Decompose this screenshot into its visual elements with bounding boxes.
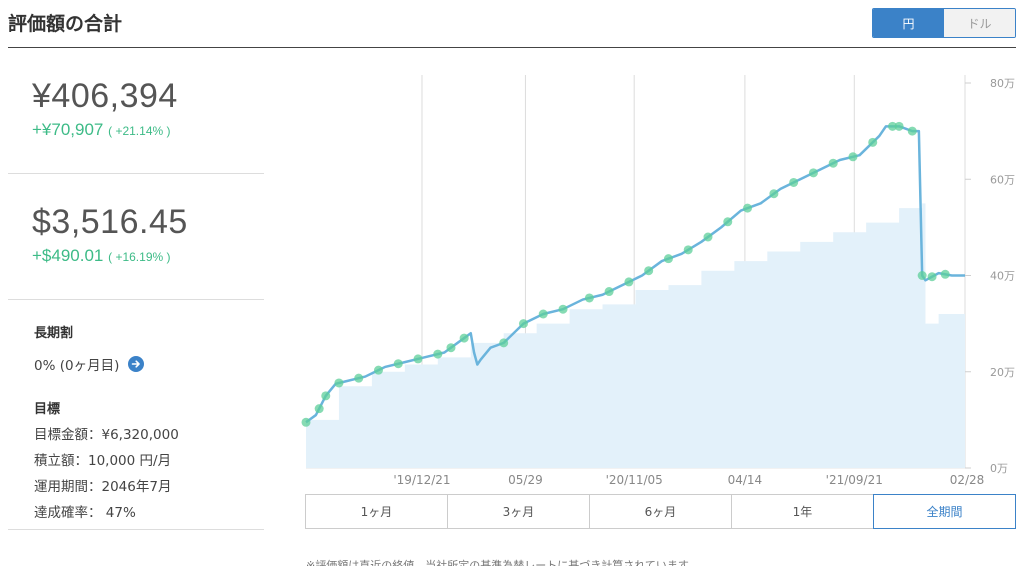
usd-change: +$490.01 ( +16.19% ) xyxy=(32,246,264,266)
currency-usd-button[interactable]: ドル xyxy=(944,9,1015,37)
long-term-value: 0% (0ヶ月目) xyxy=(34,358,120,374)
arrow-right-icon[interactable] xyxy=(128,356,145,372)
x-tick-label: 02/28 xyxy=(950,473,985,487)
data-marker xyxy=(769,189,779,199)
data-marker xyxy=(373,365,383,375)
data-marker xyxy=(808,168,818,178)
data-marker xyxy=(604,287,614,297)
data-marker xyxy=(558,304,568,314)
y-tick-label: 0万 xyxy=(990,462,1008,475)
chart-axes: 0万 20万 40万 60万 80万 '19/12/21 05/29 '20/11/05 04/… xyxy=(393,77,1015,487)
data-marker xyxy=(301,417,311,427)
y-tick-label: 40万 xyxy=(990,270,1015,283)
range-tab-6m[interactable]: 6ヶ月 xyxy=(590,495,732,528)
goal-probability: 達成確率： 47% xyxy=(34,505,136,521)
data-marker xyxy=(584,293,594,303)
data-marker xyxy=(314,404,324,414)
plan-details: 長期割 0% (0ヶ月目) 目標 目標金額：¥6,320,000 積立額：10,… xyxy=(8,300,264,530)
long-term-label: 長期割 xyxy=(34,326,74,341)
data-marker xyxy=(888,121,898,131)
data-marker xyxy=(459,333,469,343)
data-marker xyxy=(723,217,733,227)
currency-yen-button[interactable]: 円 xyxy=(873,9,944,37)
data-marker xyxy=(334,378,344,388)
goal-period: 運用期間：2046年7月 xyxy=(34,479,172,495)
data-marker xyxy=(828,158,838,168)
range-tab-1y[interactable]: 1年 xyxy=(732,495,874,528)
contribution-area xyxy=(306,203,965,468)
data-marker xyxy=(321,391,331,401)
currency-toggle[interactable]: 円 ドル xyxy=(872,8,1016,38)
y-tick-label: 20万 xyxy=(990,366,1015,379)
data-marker xyxy=(848,152,858,162)
data-marker xyxy=(917,271,927,280)
usd-value: $3,516.45 xyxy=(32,203,188,241)
data-marker xyxy=(940,269,950,279)
yen-change-amount: +¥70,907 xyxy=(32,120,104,139)
data-marker xyxy=(743,203,753,213)
yen-change: +¥70,907 ( +21.14% ) xyxy=(32,120,264,140)
data-marker xyxy=(446,343,456,353)
x-tick-label: '20/11/05 xyxy=(606,473,663,487)
x-tick-label: 05/29 xyxy=(508,473,543,487)
goal-label: 目標 xyxy=(34,402,61,417)
range-tab-3m[interactable]: 3ヶ月 xyxy=(448,495,590,528)
y-tick-label: 80万 xyxy=(990,77,1015,90)
data-marker xyxy=(393,359,403,369)
data-marker xyxy=(413,354,423,364)
data-marker xyxy=(538,309,548,319)
range-tabs[interactable]: 1ヶ月 3ヶ月 6ヶ月 1年 全期間 xyxy=(305,494,1016,529)
goal-monthly: 積立額：10,000 円/月 xyxy=(34,453,172,469)
yen-change-pct: ( +21.14% ) xyxy=(108,124,171,138)
data-marker xyxy=(907,126,917,136)
page-title: 評価額の合計 xyxy=(8,13,123,35)
data-marker xyxy=(518,319,528,329)
usd-change-amount: +$490.01 xyxy=(32,246,104,265)
data-marker xyxy=(927,272,937,282)
data-marker xyxy=(683,245,693,255)
yen-value: ¥406,394 xyxy=(32,77,178,115)
x-tick-label: 04/14 xyxy=(728,473,763,487)
contribution-area-layer xyxy=(306,203,965,468)
long-term-row: 0% (0ヶ月目) xyxy=(34,354,264,374)
data-marker xyxy=(789,177,799,187)
footnote: ※評価額は直近の終値、当社所定の基準為替レートに基づき計算されています xyxy=(306,559,689,566)
x-tick-label: '21/09/21 xyxy=(826,473,883,487)
usd-change-pct: ( +16.19% ) xyxy=(108,250,171,264)
title-divider xyxy=(8,47,1016,48)
usd-summary: $3,516.45 +$490.01 ( +16.19% ) xyxy=(8,174,264,300)
summary-panel: ¥406,394 +¥70,907 ( +21.14% ) $3,516.45 … xyxy=(8,48,264,530)
data-marker xyxy=(644,266,654,276)
goal-amount: 目標金額：¥6,320,000 xyxy=(34,427,179,443)
range-tab-1m[interactable]: 1ヶ月 xyxy=(306,495,448,528)
data-marker xyxy=(624,277,634,287)
yen-summary: ¥406,394 +¥70,907 ( +21.14% ) xyxy=(8,48,264,174)
data-marker xyxy=(703,232,713,242)
data-marker xyxy=(354,373,364,383)
marker-layer xyxy=(301,121,950,427)
data-marker xyxy=(499,338,509,348)
data-marker xyxy=(663,254,673,264)
data-marker xyxy=(433,349,443,359)
x-tick-label: '19/12/21 xyxy=(393,473,450,487)
data-marker xyxy=(868,137,878,147)
y-tick-label: 60万 xyxy=(990,173,1015,186)
data-marker xyxy=(894,121,904,131)
range-tab-all[interactable]: 全期間 xyxy=(873,494,1016,529)
